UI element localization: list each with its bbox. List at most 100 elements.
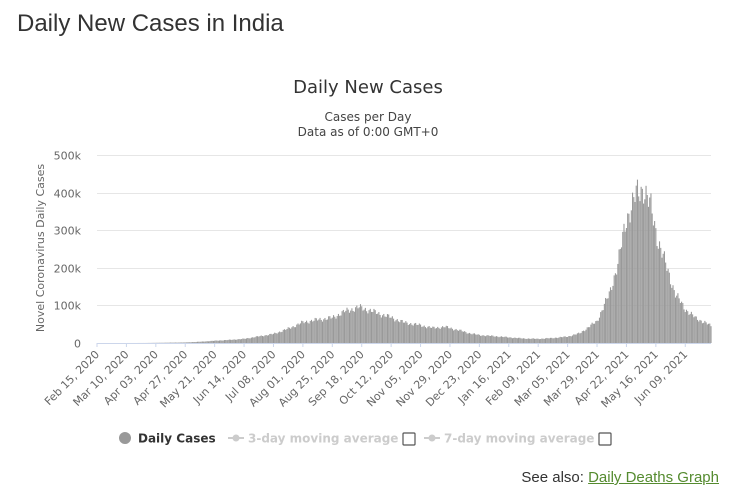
legend-label: 7-day moving average <box>444 432 594 446</box>
bar <box>521 338 523 343</box>
bar <box>614 273 616 343</box>
legend-item-2[interactable]: 3-day moving average <box>228 432 398 446</box>
bar <box>672 285 674 343</box>
bar <box>537 338 539 343</box>
legend-item-3[interactable]: 7-day moving average <box>424 432 594 446</box>
bar <box>247 337 249 343</box>
bar <box>221 340 223 343</box>
bar <box>598 317 601 343</box>
bar <box>179 342 181 343</box>
bar <box>529 338 531 343</box>
bar <box>538 339 540 343</box>
bar <box>407 325 409 343</box>
bar <box>233 339 235 343</box>
bar <box>203 341 205 343</box>
bar <box>260 335 262 343</box>
bar <box>258 336 260 343</box>
bar <box>633 197 635 343</box>
bar <box>638 196 640 343</box>
bar <box>553 338 555 343</box>
bar <box>272 333 275 343</box>
bar <box>562 337 564 343</box>
bar <box>310 319 313 343</box>
bar <box>683 309 685 343</box>
bar <box>332 315 335 343</box>
bar <box>307 322 309 343</box>
y-tick-label: 400k <box>54 188 82 201</box>
bar <box>466 333 468 343</box>
bar <box>283 329 286 343</box>
bar <box>565 337 567 343</box>
bar <box>462 331 464 343</box>
bar <box>520 338 522 343</box>
bar <box>552 338 554 343</box>
bar <box>182 342 184 343</box>
bar <box>259 336 261 343</box>
bar <box>656 246 658 343</box>
bar <box>385 316 387 343</box>
bar <box>671 287 673 343</box>
bar <box>617 263 619 343</box>
bar <box>410 323 412 343</box>
daily-deaths-graph-link[interactable]: Daily Deaths Graph <box>588 469 719 486</box>
bar <box>670 284 672 343</box>
bar <box>507 337 509 343</box>
legend-marker-dot <box>232 434 240 442</box>
bar <box>510 337 512 343</box>
bar <box>243 338 245 343</box>
bar <box>547 338 549 343</box>
bar <box>209 341 211 343</box>
bar <box>298 324 300 343</box>
legend-item-1[interactable]: Daily Cases <box>119 432 216 446</box>
bar <box>241 339 243 343</box>
bar <box>234 339 237 343</box>
bar <box>535 338 537 343</box>
bar <box>205 341 207 343</box>
bar <box>444 327 446 343</box>
legend-checkbox[interactable] <box>402 432 416 446</box>
bar <box>373 308 375 343</box>
bar <box>688 314 690 343</box>
y-tick-labels: 0 100k 200k 300k 400k 500k <box>54 150 82 351</box>
bar <box>188 342 190 343</box>
bar <box>361 306 363 343</box>
bar <box>450 327 452 343</box>
bar <box>389 317 391 343</box>
legend: Daily Cases 3-day moving average 7-day mov… <box>119 432 612 446</box>
bar <box>603 303 605 343</box>
bar <box>536 338 538 343</box>
bar <box>514 337 516 343</box>
bar <box>264 335 266 343</box>
bar <box>491 335 493 343</box>
bar <box>596 320 598 343</box>
bar <box>546 337 548 343</box>
bar <box>325 319 327 343</box>
bar <box>277 332 279 343</box>
bar <box>527 338 529 343</box>
legend-checkbox[interactable] <box>598 432 612 446</box>
bar <box>530 338 532 343</box>
bar <box>315 318 317 343</box>
bar <box>541 338 543 343</box>
bar <box>625 228 627 343</box>
bar <box>493 336 495 343</box>
bar <box>302 321 304 343</box>
bar <box>231 339 233 343</box>
bar <box>695 316 697 343</box>
bar <box>469 332 471 343</box>
bar <box>698 321 700 343</box>
bar <box>344 312 346 343</box>
bar <box>223 340 226 343</box>
bar <box>568 336 570 343</box>
bar <box>362 310 364 343</box>
bar <box>551 337 553 343</box>
bar <box>668 272 670 343</box>
bar <box>326 319 328 343</box>
bar <box>567 336 569 343</box>
bar <box>674 297 677 343</box>
bar <box>602 310 604 343</box>
bar <box>703 322 705 343</box>
bar <box>682 303 684 343</box>
bar <box>549 337 551 343</box>
bar <box>416 324 418 343</box>
